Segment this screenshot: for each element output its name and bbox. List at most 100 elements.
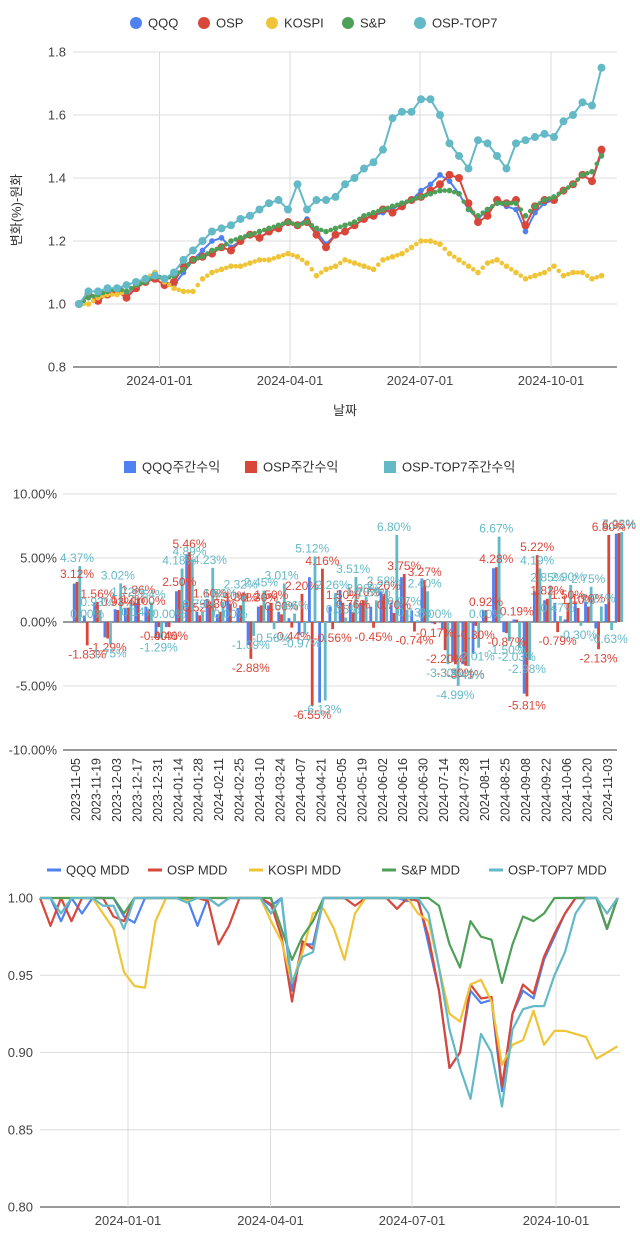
data-point-osp-top7 (113, 284, 121, 293)
data-label: 4.37% (60, 551, 94, 565)
data-point-kospi (347, 259, 353, 264)
series-qqq주간수익 (72, 533, 618, 703)
bar-qqq주간수익 (103, 622, 107, 638)
bar-osp-top7주간수익 (231, 622, 235, 623)
data-point-s-p (579, 172, 586, 178)
bar-osp-top7주간수익 (426, 591, 429, 622)
data-label: 2.90% (551, 570, 585, 584)
data-point-s-p (575, 177, 581, 182)
x-tick-label: 2023-12-03 (110, 758, 124, 822)
bar-qqq주간수익 (113, 609, 117, 622)
bar-osp-top7주간수익 (354, 577, 358, 622)
data-point-s-p (394, 202, 400, 208)
data-label: 3.27% (408, 565, 442, 579)
y-tick-label: 1.4 (48, 171, 66, 186)
data-label: 1.50% (551, 588, 585, 602)
data-point-kospi (461, 260, 467, 266)
data-point-osp-top7 (493, 151, 501, 160)
data-label: -3.41% (447, 668, 485, 682)
data-point-kospi (261, 257, 267, 263)
bar-osp주간수익 (147, 609, 150, 622)
x-tick-label: 2023-12-31 (151, 758, 165, 822)
data-point-kospi (237, 263, 244, 270)
bar-osp-top7주간수익 (221, 601, 225, 622)
data-label: -1.29% (89, 641, 127, 655)
data-label: 2.85% (530, 571, 564, 585)
data-label: 5.22% (520, 540, 554, 554)
series-osp주간수익 (75, 533, 621, 706)
data-point-osp (464, 199, 473, 208)
bar-osp주간수익 (157, 622, 161, 628)
legend-label-s-p: S&P (360, 16, 386, 31)
data-point-s-p (90, 293, 96, 299)
series-line-osp-top7 (78, 67, 603, 305)
y-axis: 0.8 1.0 1.2 1.4 1.6 1.8 (48, 45, 617, 375)
data-point-osp-top7 (265, 199, 273, 208)
x-tick-label: 2024-05-05 (335, 758, 349, 822)
x-tick-label: 2024-01-14 (171, 758, 185, 822)
bar-osp주간수익 (433, 622, 437, 625)
data-point-s-p (541, 197, 548, 203)
data-point-kospi (537, 271, 543, 277)
data-point-kospi (465, 263, 472, 270)
data-point-kospi (594, 274, 600, 280)
data-label: 0.76% (336, 597, 370, 611)
data-point-osp (255, 233, 264, 242)
data-point-s-p (522, 213, 529, 219)
data-label: -0.45% (355, 630, 393, 644)
data-point-s-p (489, 204, 495, 209)
data-point-kospi (119, 290, 125, 296)
bar-qqq주간수익 (492, 568, 495, 622)
data-label: -2.03% (498, 650, 536, 664)
data-point-osp-top7 (360, 164, 368, 173)
legend-marker-osp-top7 (414, 17, 426, 29)
data-point-osp-top7 (122, 281, 131, 290)
data-point-osp-top7 (198, 237, 207, 245)
data-label: 1.12% (111, 593, 145, 607)
bar-osp-top7주간수익 (528, 622, 532, 661)
y-tick-label: 0.80 (8, 1200, 33, 1215)
bar-qqq주간수익 (328, 606, 332, 622)
data-point-s-p (280, 221, 286, 226)
bar-osp-top7주간수익 (211, 567, 215, 622)
data-point-kospi (252, 259, 258, 264)
series-line-osp-top7-mdd (40, 896, 619, 1108)
data-label: 0.79% (183, 597, 217, 611)
bar-osp-top7주간수익 (467, 622, 470, 667)
bar-osp-top7주간수익 (344, 617, 348, 622)
data-label: 4.16% (305, 554, 339, 568)
data-point-osp-top7 (75, 300, 83, 308)
data-point-kospi (275, 253, 282, 260)
bar-osp주간수익 (85, 622, 89, 646)
bar-qqq주간수익 (93, 602, 97, 622)
data-point-osp-top7 (455, 151, 463, 160)
data-point-s-p (442, 188, 448, 193)
data-point-s-p (361, 213, 367, 219)
data-label: -2.20% (426, 652, 464, 666)
data-point-s-p (271, 224, 277, 230)
data-point-s-p (556, 191, 562, 197)
data-label: 1.69% (357, 585, 391, 599)
x-tick-label: 2024-03-24 (274, 758, 288, 822)
legend-marker-osp-top7주간수익 (384, 461, 396, 473)
bar-osp-top7주간수익 (313, 556, 317, 622)
bar-osp주간수익 (382, 593, 386, 622)
data-point-s-p (266, 225, 272, 232)
data-label: 4.89% (172, 544, 206, 558)
bar-qqq주간수익 (563, 619, 567, 622)
data-point-kospi (446, 250, 453, 257)
data-point-s-p (451, 189, 457, 195)
x-tick-label: 2024-07-01 (387, 373, 454, 388)
bar-osp주간수익 (392, 613, 396, 622)
data-point-kospi (171, 285, 177, 292)
y-tick-label: -5.00% (16, 679, 58, 694)
bar-osp주간수익 (361, 600, 365, 622)
data-point-s-p (204, 251, 210, 256)
data-point-kospi (304, 260, 310, 266)
data-point-osp-top7 (426, 95, 435, 104)
data-point-qqq (522, 228, 529, 235)
bar-osp-top7주간수익 (119, 583, 123, 622)
data-point-kospi (442, 246, 448, 252)
bar-osp주간수익 (453, 622, 457, 665)
data-point-osp (170, 277, 178, 286)
